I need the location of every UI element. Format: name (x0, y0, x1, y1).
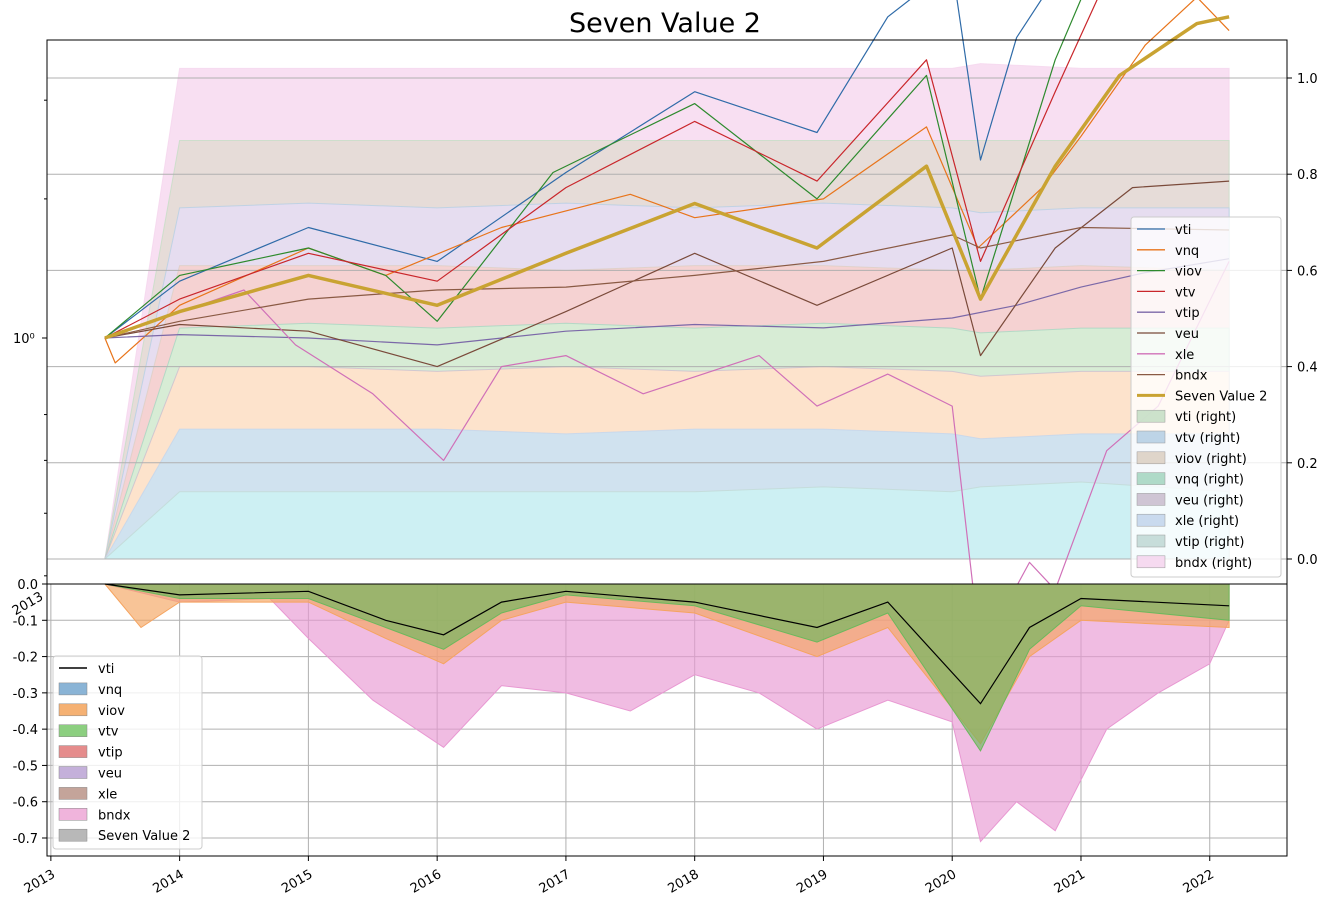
series-line (104, 0, 1042, 339)
series-line (104, 0, 1098, 339)
legend-swatch (1136, 513, 1166, 527)
legend-swatch (1136, 555, 1166, 569)
legend-label: vtip (right) (1175, 535, 1244, 550)
top-legend: vti vnq viov vtv vtip veu xle bndx Seven Value 2… (1130, 216, 1282, 578)
legend-label: vti (98, 662, 114, 677)
top-gridlines (47, 77, 1287, 560)
legend-swatch (58, 828, 88, 842)
y-tick-label: -0.4 (13, 723, 38, 738)
legend-label: Seven Value 2 (98, 829, 190, 844)
legend-box (1130, 216, 1282, 578)
legend-label: Seven Value 2 (1175, 389, 1267, 404)
x-tick-label: 2017 (537, 867, 573, 897)
legend-swatch (1136, 430, 1166, 444)
y-tick-label: -0.1 (13, 614, 38, 629)
left-axis-ticks: 10⁰ (13, 99, 47, 577)
legend-label: viov (right) (1175, 452, 1247, 467)
x-tick-label: 2020 (923, 867, 959, 897)
y-tick-label: -0.2 (13, 651, 38, 666)
chart-title: Seven Value 2 (569, 8, 761, 39)
legend-label: viov (98, 704, 125, 719)
legend-label: vtv (98, 725, 119, 740)
legend-label: vtip (1175, 306, 1200, 321)
legend-label: bndx (98, 808, 131, 823)
legend-swatch (58, 703, 88, 717)
bottom-plot-border (46, 583, 1288, 857)
x-tick-label: 2022 (1181, 867, 1217, 897)
drawdown-line (104, 583, 1230, 705)
legend-label: vti (1175, 223, 1191, 238)
right-tick-label: 1.0 (1297, 72, 1318, 87)
legend-label: viov (1175, 265, 1202, 280)
series-line (104, 261, 1230, 653)
x-tick-label: 2015 (279, 867, 315, 897)
y-tick-label: -0.5 (13, 759, 38, 774)
legend-swatch (58, 745, 88, 758)
y-tick-label: -0.7 (13, 832, 38, 847)
legend-label: vnq (1175, 244, 1199, 259)
series-line (104, 180, 1230, 368)
weight-band (103, 481, 1230, 560)
legend-label: veu (right) (1175, 493, 1244, 508)
right-tick-label: 0.6 (1297, 264, 1318, 279)
x-tick-label: 2018 (666, 867, 702, 897)
bottom-panel: 0.0 -0.1 -0.2 -0.3 -0.4 -0.5 -0.6 -0.7 2013 2014… (10, 578, 1288, 897)
legend-swatch (58, 724, 88, 737)
x-axis-ticks: 2013 2014 2015 2016 2017 2018 2019 2020 2021 2022 (22, 856, 1217, 897)
x-tick-label: 2021 (1052, 867, 1088, 897)
right-tick-label: 0.0 (1297, 553, 1318, 568)
x-tick-label: 2019 (794, 867, 830, 897)
price-lines (104, 0, 1230, 653)
drawdown-area (104, 583, 1230, 752)
right-tick-label: 0.2 (1297, 457, 1318, 472)
series-line (104, 258, 1230, 346)
drawdown-areas (103, 583, 1230, 843)
legend-label: vtv (1175, 285, 1196, 300)
legend-swatch (58, 808, 88, 821)
legend-label: xle (1175, 348, 1194, 363)
legend-swatch (58, 682, 88, 696)
left-tick-label: 10⁰ (13, 332, 35, 347)
weight-areas (103, 63, 1230, 560)
legend-swatch (1136, 409, 1166, 423)
y-tick-label: -0.3 (13, 687, 38, 702)
x-tick-label: 2013 (22, 867, 58, 897)
legend-label: vnq (right) (1175, 473, 1244, 488)
legend-box (52, 655, 203, 850)
legend-swatch (1136, 493, 1166, 506)
legend-swatch (1136, 472, 1166, 485)
legend-label: veu (98, 767, 122, 782)
legend-label: vtv (right) (1175, 431, 1240, 446)
x-tick-label: 2016 (408, 867, 444, 897)
x-tick-label: 2014 (150, 867, 186, 897)
top-panel: 0.0 0.2 0.4 0.6 0.8 1.0 10⁰ vti vnq viov vtv vtip… (13, 0, 1318, 653)
legend-label: xle (98, 787, 117, 802)
bottom-legend: vti vnq viov vtv vtip veu xle bndx Seven Value 2 (52, 655, 203, 850)
series-line (104, 15, 1230, 340)
legend-label: vtip (98, 746, 123, 761)
legend-swatch (1136, 451, 1166, 465)
legend-label: bndx (1175, 369, 1208, 384)
right-tick-label: 0.4 (1297, 361, 1318, 376)
right-axis-ticks: 0.0 0.2 0.4 0.6 0.8 1.0 (1287, 72, 1318, 568)
legend-label: bndx (right) (1175, 556, 1252, 571)
bottom-y-ticks: 0.0 -0.1 -0.2 -0.3 -0.4 -0.5 -0.6 -0.7 (13, 578, 47, 847)
legend-label: veu (1175, 327, 1199, 342)
right-tick-label: 0.8 (1297, 168, 1318, 183)
legend-swatch (1136, 534, 1166, 548)
legend-label: vnq (98, 683, 122, 698)
y-tick-label: -0.6 (13, 796, 38, 811)
y-tick-label: 0.0 (17, 578, 38, 593)
legend-swatch (58, 766, 88, 779)
legend-swatch (58, 787, 88, 800)
legend-label: vti (right) (1175, 410, 1236, 425)
legend-label: xle (right) (1175, 514, 1239, 529)
